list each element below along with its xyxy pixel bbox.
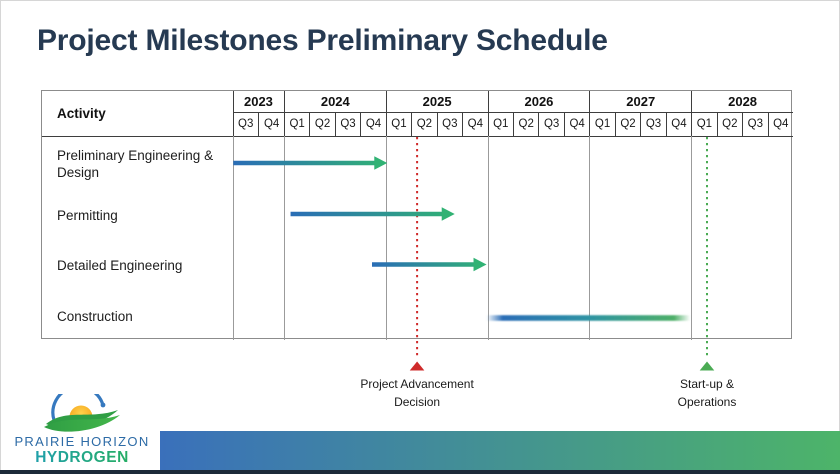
quarter-header-2026-Q1: Q1 bbox=[487, 112, 513, 136]
year-boundary-line bbox=[691, 136, 693, 340]
quarter-header-2026-Q4: Q4 bbox=[563, 112, 589, 136]
milestone-triangle bbox=[409, 361, 425, 371]
milestone-label: Start-up & Operations bbox=[677, 377, 737, 409]
quarter-header-2028-Q4: Q4 bbox=[767, 112, 793, 136]
year-header-2025: 2025 bbox=[385, 91, 488, 112]
milestone-triangle bbox=[699, 361, 715, 371]
quarter-header-2027-Q3: Q3 bbox=[640, 112, 665, 136]
year-quarter-divider bbox=[233, 112, 793, 113]
brand-name-line1: PRAIRIE HORIZON bbox=[14, 434, 150, 449]
quarter-header-2024-Q1: Q1 bbox=[283, 112, 309, 136]
horizon-wave-front bbox=[44, 415, 120, 432]
footer-gradient-bar bbox=[160, 431, 840, 471]
year-header-2027: 2027 bbox=[589, 91, 691, 112]
quarter-header-2024-Q2: Q2 bbox=[309, 112, 334, 136]
activity-label: Permitting bbox=[57, 208, 118, 223]
quarter-header-2025-Q2: Q2 bbox=[411, 112, 436, 136]
quarter-header-2027-Q4: Q4 bbox=[665, 112, 691, 136]
quarter-header-2027-Q1: Q1 bbox=[589, 112, 614, 136]
quarter-header-2023-Q4: Q4 bbox=[258, 112, 283, 136]
quarter-header-2026-Q2: Q2 bbox=[513, 112, 538, 136]
year-header-2023: 2023 bbox=[243, 94, 273, 109]
activity-label: Preliminary Engineering & Design bbox=[57, 148, 214, 180]
quarter-header-2027-Q2: Q2 bbox=[614, 112, 640, 136]
year-header-2024: 2024 bbox=[283, 91, 386, 112]
quarter-header-2028-Q2: Q2 bbox=[716, 112, 742, 136]
year-boundary-line bbox=[589, 136, 591, 340]
quarter-header-2025-Q3: Q3 bbox=[436, 112, 462, 136]
header-body-divider bbox=[42, 136, 793, 137]
activity-label: Detailed Engineering bbox=[57, 258, 183, 273]
brand-logo: PRAIRIE HORIZON HYDROGEN bbox=[6, 392, 158, 470]
year-header-2026: 2026 bbox=[487, 91, 590, 112]
activity-column-header: Activity bbox=[57, 106, 106, 121]
year-boundary-line bbox=[487, 136, 489, 340]
activity-boundary-line bbox=[233, 136, 234, 340]
quarter-header-2023-Q3: Q3 bbox=[238, 118, 254, 130]
footer-bottom-strip bbox=[0, 470, 840, 474]
quarter-header-2028-Q3: Q3 bbox=[742, 112, 767, 136]
quarter-header-2026-Q3: Q3 bbox=[538, 112, 563, 136]
orbit-arc bbox=[51, 394, 105, 422]
quarter-header-2025-Q1: Q1 bbox=[385, 112, 411, 136]
orbit-dot bbox=[100, 402, 106, 408]
year-boundary-line bbox=[385, 136, 387, 340]
quarter-header-2024-Q3: Q3 bbox=[334, 112, 360, 136]
milestone-label: Project Advancement Decision bbox=[360, 377, 474, 409]
year-boundary-line bbox=[283, 136, 285, 340]
quarter-header-2024-Q4: Q4 bbox=[360, 112, 385, 136]
activity-label: Construction bbox=[57, 309, 133, 324]
activity-column-divider bbox=[233, 91, 234, 136]
brand-name-line2: HYDROGEN bbox=[6, 449, 158, 467]
gantt-table: Activity 2023 Q3 Q4 2024 Q1 Q2 Q3 Q4 2025 Q1 Q2 Q3 Q… bbox=[41, 90, 793, 340]
sun-horizon-icon bbox=[44, 394, 120, 432]
quarter-header-2028-Q1: Q1 bbox=[691, 112, 716, 136]
page-title: Project Milestones Preliminary Schedule bbox=[37, 24, 608, 57]
year-header-2028: 2028 bbox=[691, 91, 793, 112]
quarter-header-2025-Q4: Q4 bbox=[462, 112, 487, 136]
